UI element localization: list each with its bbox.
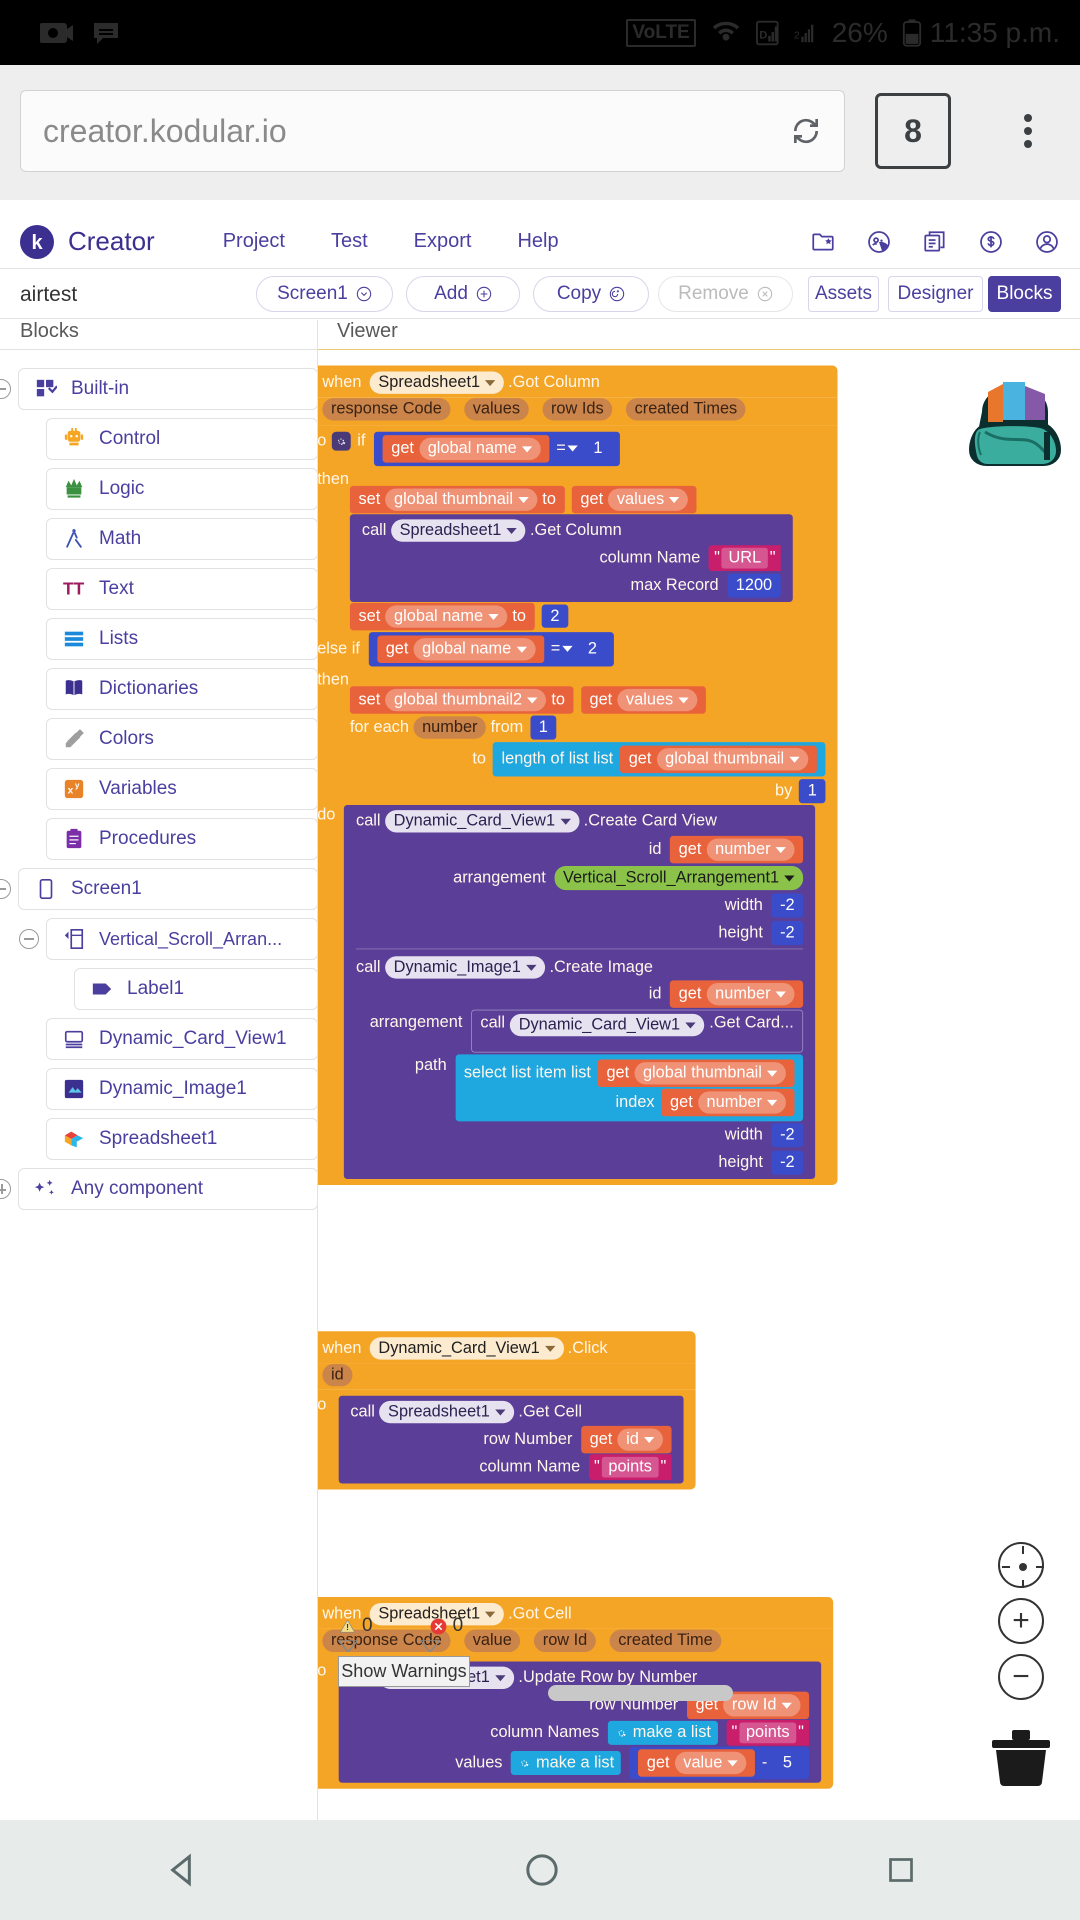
- svg-text:y: y: [75, 781, 80, 790]
- svg-text:TT: TT: [63, 579, 85, 599]
- svg-text:D: D: [759, 29, 767, 41]
- svg-text:x: x: [68, 786, 74, 797]
- svg-text:!: !: [346, 1622, 349, 1632]
- svg-text:k: k: [31, 232, 43, 254]
- svg-text:2: 2: [794, 30, 800, 41]
